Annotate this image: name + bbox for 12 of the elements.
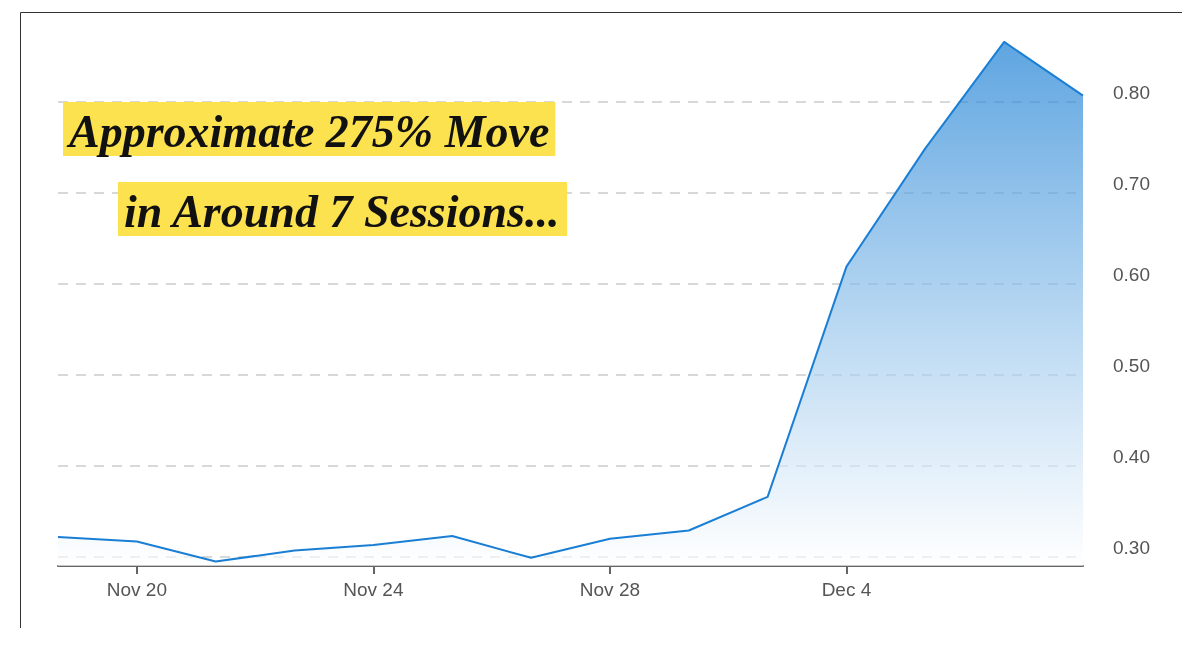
x-tick-label: Nov 24 <box>343 579 404 600</box>
annotation: Approximate 275% Move <box>66 105 550 157</box>
x-tick-label: Nov 28 <box>579 579 641 600</box>
y-tick-label: 0.40 <box>1113 445 1150 467</box>
annotation: in Around 7 Sessions... <box>124 185 560 237</box>
y-tick-label: 0.50 <box>1113 354 1150 376</box>
y-tick-label: 0.70 <box>1113 172 1150 194</box>
y-tick-label: 0.60 <box>1113 263 1150 285</box>
x-tick-label: Nov 20 <box>106 579 167 600</box>
y-tick-label: 0.30 <box>1113 536 1150 558</box>
x-tick-label: Dec 4 <box>821 579 872 600</box>
y-tick-label: 0.80 <box>1113 81 1150 103</box>
